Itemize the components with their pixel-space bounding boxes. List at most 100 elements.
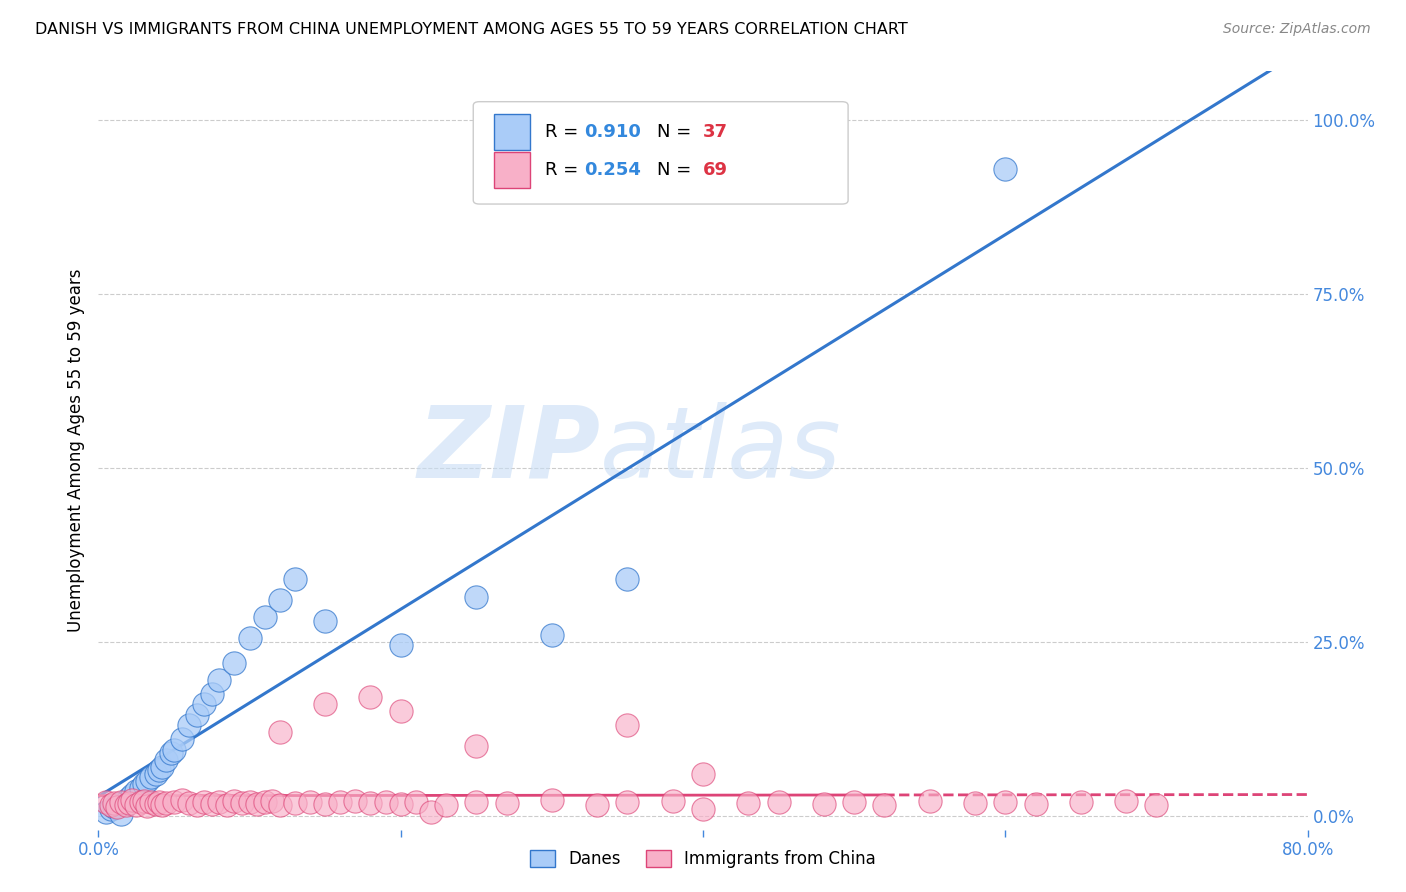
Point bbox=[150, 760, 173, 774]
Point bbox=[94, 805, 117, 820]
Point bbox=[193, 795, 215, 809]
Text: 0.254: 0.254 bbox=[585, 161, 641, 179]
Point bbox=[135, 773, 157, 788]
Point bbox=[121, 793, 143, 807]
Point bbox=[118, 796, 141, 810]
Point bbox=[465, 795, 488, 809]
Point bbox=[114, 795, 136, 809]
Point bbox=[661, 794, 683, 808]
Text: ZIP: ZIP bbox=[418, 402, 600, 499]
Point bbox=[186, 707, 208, 722]
Point bbox=[284, 796, 307, 810]
Point bbox=[465, 739, 488, 753]
Point bbox=[103, 800, 125, 814]
Point bbox=[586, 797, 609, 812]
Point bbox=[434, 798, 457, 813]
Point bbox=[193, 698, 215, 712]
Point bbox=[329, 796, 352, 810]
Point bbox=[148, 796, 170, 810]
Point bbox=[269, 593, 291, 607]
Point bbox=[994, 161, 1017, 176]
Point bbox=[179, 718, 201, 732]
Point bbox=[1070, 796, 1092, 810]
Point bbox=[344, 794, 367, 808]
Point bbox=[215, 797, 238, 812]
Text: atlas: atlas bbox=[600, 402, 842, 499]
Y-axis label: Unemployment Among Ages 55 to 59 years: Unemployment Among Ages 55 to 59 years bbox=[66, 268, 84, 632]
Point bbox=[208, 673, 231, 687]
Text: 37: 37 bbox=[703, 123, 728, 141]
Point bbox=[692, 802, 714, 816]
Point bbox=[148, 764, 170, 778]
Point bbox=[129, 780, 152, 795]
Point bbox=[389, 797, 412, 811]
Point bbox=[129, 796, 152, 810]
Point bbox=[1115, 794, 1137, 808]
Point bbox=[262, 794, 284, 808]
Point bbox=[844, 796, 866, 810]
Point bbox=[314, 614, 336, 628]
Text: R =: R = bbox=[544, 161, 583, 179]
Point bbox=[616, 718, 638, 732]
Point bbox=[132, 794, 155, 808]
Point bbox=[145, 797, 167, 811]
Point bbox=[160, 746, 183, 760]
Point bbox=[132, 777, 155, 791]
Point bbox=[170, 732, 193, 747]
Text: 0.910: 0.910 bbox=[585, 123, 641, 141]
FancyBboxPatch shape bbox=[474, 102, 848, 204]
Point bbox=[284, 572, 307, 586]
Point bbox=[170, 793, 193, 807]
Point bbox=[163, 742, 186, 756]
Point bbox=[465, 590, 488, 604]
Point bbox=[314, 698, 336, 712]
Point bbox=[118, 791, 141, 805]
Point bbox=[201, 687, 224, 701]
Point bbox=[360, 690, 382, 705]
Point bbox=[105, 800, 128, 814]
Point bbox=[616, 572, 638, 586]
Point bbox=[269, 725, 291, 739]
Point bbox=[179, 796, 201, 810]
Point bbox=[253, 610, 276, 624]
Point bbox=[114, 798, 136, 813]
Point bbox=[813, 797, 835, 811]
Point bbox=[110, 795, 132, 809]
Point bbox=[269, 797, 291, 812]
Text: 69: 69 bbox=[703, 161, 728, 179]
Point bbox=[105, 798, 128, 813]
Point bbox=[495, 796, 517, 810]
Text: R =: R = bbox=[544, 123, 583, 141]
Point bbox=[540, 793, 562, 807]
Point bbox=[94, 795, 117, 809]
Point bbox=[540, 628, 562, 642]
Point bbox=[125, 797, 148, 812]
FancyBboxPatch shape bbox=[494, 152, 530, 188]
Point bbox=[246, 797, 269, 811]
Point bbox=[201, 797, 224, 811]
Point bbox=[360, 796, 382, 810]
Text: DANISH VS IMMIGRANTS FROM CHINA UNEMPLOYMENT AMONG AGES 55 TO 59 YEARS CORRELATI: DANISH VS IMMIGRANTS FROM CHINA UNEMPLOY… bbox=[35, 22, 908, 37]
Point bbox=[163, 795, 186, 809]
Point bbox=[186, 798, 208, 813]
Legend: Danes, Immigrants from China: Danes, Immigrants from China bbox=[523, 843, 883, 875]
Point bbox=[150, 797, 173, 812]
Point bbox=[253, 796, 276, 810]
Point bbox=[135, 798, 157, 813]
Point bbox=[141, 771, 163, 785]
FancyBboxPatch shape bbox=[494, 114, 530, 150]
Point bbox=[768, 795, 790, 809]
Point bbox=[239, 632, 262, 646]
Point bbox=[121, 788, 143, 802]
Point bbox=[737, 796, 759, 810]
Point bbox=[125, 784, 148, 798]
Point bbox=[239, 795, 262, 809]
Point bbox=[224, 794, 246, 808]
Point bbox=[110, 796, 132, 810]
Point bbox=[374, 795, 396, 809]
Point bbox=[110, 806, 132, 821]
Text: N =: N = bbox=[657, 123, 697, 141]
Point bbox=[389, 704, 412, 718]
Point bbox=[994, 795, 1017, 809]
Point bbox=[299, 795, 322, 809]
